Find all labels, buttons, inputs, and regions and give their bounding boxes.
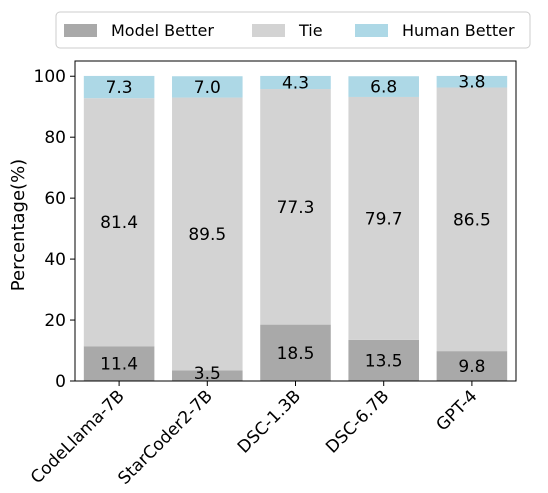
legend-box: [55, 11, 531, 49]
legend-label: Tie: [298, 21, 323, 40]
legend-swatch: [252, 24, 285, 37]
y-tick-label: 40: [44, 250, 66, 270]
bar-segment-tie: [436, 87, 508, 352]
bar-segment-human-better: [436, 75, 508, 88]
data-label: 7.3: [106, 78, 133, 98]
y-axis-ticks: 0 20 40 60 80 100: [34, 67, 75, 392]
data-labels: 11.4 81.4 7.3 3.5 89.5 7.0 18.5 77.3 4.3 13.5 79.7…: [100, 73, 491, 384]
bar-segment-model-better: [436, 351, 508, 381]
y-tick-label: 0: [55, 372, 66, 392]
x-tick-label: GPT-4: [433, 386, 482, 435]
x-tick-label: DSC-1.3B: [234, 386, 305, 457]
y-tick-label: 80: [44, 128, 66, 148]
legend-swatch: [64, 24, 97, 37]
bar-segment-model-better: [83, 346, 155, 381]
data-label: 4.3: [282, 73, 309, 93]
y-tick-label: 60: [44, 189, 66, 209]
data-label: 81.4: [100, 213, 138, 233]
x-tick-label: DSC-6.7B: [322, 386, 393, 457]
y-tick-label: 100: [34, 67, 66, 87]
bar-segment-human-better: [260, 75, 331, 90]
y-tick-label: 20: [44, 311, 66, 331]
data-label: 7.0: [194, 78, 221, 98]
bar-segment-tie: [348, 96, 419, 340]
data-label: 18.5: [277, 344, 315, 364]
data-label: 13.5: [365, 351, 403, 371]
data-label: 3.5: [194, 364, 221, 384]
bar-segment-human-better: [172, 76, 243, 98]
data-label: 6.8: [370, 78, 397, 98]
data-label: 3.8: [458, 73, 485, 93]
data-label: 11.4: [100, 355, 138, 375]
bar-segment-model-better: [348, 339, 419, 381]
x-tick-label: CodeLlama-7B: [27, 386, 129, 488]
y-axis-title: Percentage(%): [8, 159, 29, 291]
legend-label: Human Better: [402, 21, 515, 40]
data-label: 9.8: [458, 357, 485, 377]
bar-segment-human-better: [348, 76, 419, 97]
plot-frame: [74, 60, 517, 382]
bar-segment-tie: [260, 89, 331, 325]
data-label: 77.3: [277, 198, 315, 218]
legend: Model Better Tie Human Better: [55, 11, 531, 49]
data-label: 89.5: [188, 225, 226, 245]
bar-segment-model-better: [260, 324, 331, 381]
bar-segment-tie: [83, 98, 155, 347]
legend-label: Model Better: [111, 21, 214, 40]
data-label: 86.5: [453, 210, 491, 230]
legend-swatch: [355, 24, 388, 37]
x-tick-label: StarCoder2-7B: [114, 386, 216, 488]
data-label: 79.7: [365, 209, 403, 229]
bar-segment-model-better: [172, 370, 243, 381]
bar-segment-human-better: [83, 75, 155, 99]
bar-segment-tie: [172, 97, 243, 371]
bars: [83, 75, 508, 381]
